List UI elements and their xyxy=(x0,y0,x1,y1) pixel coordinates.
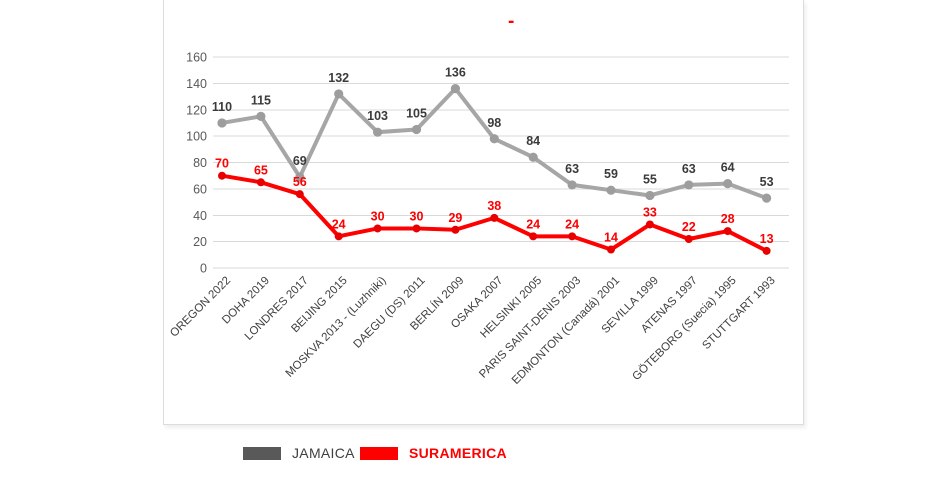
data-point-label: 24 xyxy=(565,217,579,231)
chart-title: - xyxy=(508,11,515,32)
legend-item-suramerica: SURAMERICA xyxy=(360,445,507,461)
data-point-marker xyxy=(762,246,771,255)
data-point-marker xyxy=(334,232,343,241)
data-point-marker xyxy=(645,190,655,201)
data-point-marker xyxy=(607,245,615,254)
data-point-label: 103 xyxy=(367,109,388,123)
y-axis-tick-label: 140 xyxy=(186,77,207,91)
data-point-label: 24 xyxy=(526,217,540,231)
data-point-label: 53 xyxy=(760,175,774,189)
data-point-marker xyxy=(412,224,421,233)
data-point-marker xyxy=(645,220,654,229)
y-axis-tick-label: 100 xyxy=(186,130,207,144)
data-point-label: 65 xyxy=(254,163,268,177)
jamaica-legend-swatch xyxy=(243,446,281,460)
y-axis-tick-label: 20 xyxy=(193,235,207,249)
y-axis-tick-label: 120 xyxy=(186,103,207,117)
jamaica-legend-label: JAMAICA xyxy=(292,445,355,461)
y-axis-tick-label: 0 xyxy=(200,262,207,276)
data-point-label: 105 xyxy=(406,107,427,121)
legend-item-jamaica: JAMAICA xyxy=(243,445,355,461)
data-point-marker xyxy=(217,118,227,128)
data-point-marker xyxy=(411,124,422,135)
x-axis-category-label: DAEGU (DS) 2011 xyxy=(351,275,427,351)
data-point-marker xyxy=(606,185,616,195)
data-point-marker xyxy=(529,232,538,241)
data-point-label: 33 xyxy=(643,205,657,219)
data-point-label: 59 xyxy=(604,167,618,181)
y-axis-tick-label: 160 xyxy=(186,51,207,65)
data-point-marker xyxy=(684,234,693,243)
data-point-marker xyxy=(218,171,226,180)
data-point-marker xyxy=(489,134,499,144)
data-point-marker xyxy=(295,172,305,182)
data-point-marker xyxy=(762,193,772,203)
data-point-marker xyxy=(256,111,266,121)
chart-panel: 0 20 40 60 80 100 120 140 160 OREGON 2022 DOHA 201… xyxy=(163,0,804,425)
data-point-marker xyxy=(373,224,382,233)
data-point-marker xyxy=(451,225,460,234)
data-point-label: 56 xyxy=(293,175,307,189)
data-point-marker xyxy=(256,178,265,187)
data-point-label: 64 xyxy=(721,161,735,175)
data-point-marker xyxy=(373,127,383,137)
data-point-label: 30 xyxy=(371,209,385,223)
data-point-marker xyxy=(295,190,304,199)
y-axis-tick-label: 80 xyxy=(193,156,207,170)
chart-legend: JAMAICA SURAMERICA xyxy=(0,442,950,466)
data-point-label: 63 xyxy=(565,162,579,176)
data-point-marker xyxy=(528,152,538,162)
suramerica-legend-label: SURAMERICA xyxy=(409,445,507,461)
data-point-label: 22 xyxy=(682,220,696,234)
data-point-label: 29 xyxy=(448,211,462,225)
data-point-marker xyxy=(723,179,733,189)
data-point-label: 115 xyxy=(251,93,271,107)
data-point-label: 14 xyxy=(604,231,618,245)
data-point-label: 55 xyxy=(643,172,657,186)
data-point-label: 98 xyxy=(487,116,501,130)
data-point-marker xyxy=(567,180,577,190)
data-point-label: 110 xyxy=(212,100,232,114)
x-axis-category-label: OREGON 2022 xyxy=(168,275,233,340)
data-point-marker xyxy=(568,232,577,241)
data-point-label: 63 xyxy=(682,162,696,176)
data-point-marker xyxy=(490,213,499,222)
data-point-marker xyxy=(450,84,460,94)
data-point-label: 28 xyxy=(721,212,735,226)
suramerica-legend-swatch xyxy=(360,446,398,460)
data-point-label: 13 xyxy=(760,232,774,246)
data-point-marker xyxy=(723,227,732,236)
data-point-marker xyxy=(684,180,694,190)
data-point-label: 24 xyxy=(332,217,346,231)
data-point-label: 132 xyxy=(328,71,349,85)
data-point-label: 38 xyxy=(487,199,501,213)
data-point-label: 84 xyxy=(526,134,540,148)
data-point-label: 70 xyxy=(215,157,229,171)
data-point-marker xyxy=(334,89,344,99)
y-axis-tick-label: 40 xyxy=(193,209,207,223)
data-point-label: 30 xyxy=(410,209,424,223)
y-axis-tick-label: 60 xyxy=(193,182,207,196)
data-point-label: 69 xyxy=(293,154,307,168)
data-point-label: 136 xyxy=(445,66,466,80)
x-axis-category-label: STUTTGART 1993 xyxy=(700,275,777,352)
